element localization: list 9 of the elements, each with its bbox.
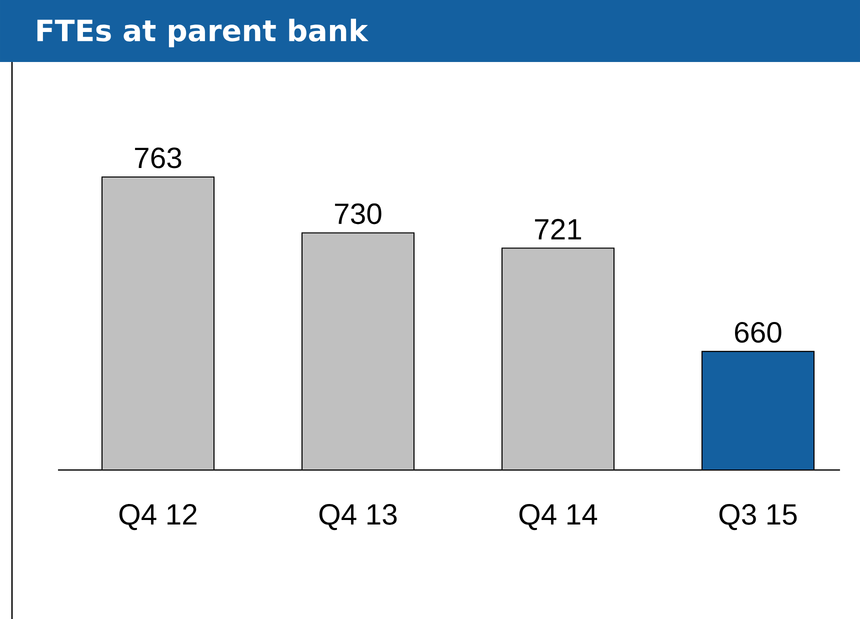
data-label: 660 <box>735 322 782 343</box>
chart-title: FTEs at parent bank <box>37 18 369 48</box>
data-label: 730 <box>335 203 382 224</box>
x-tick-label: Q3 15 <box>719 504 797 530</box>
data-label: 721 <box>535 218 582 240</box>
x-tick-label: Q4 13 <box>319 504 397 530</box>
x-tick-label: Q4 12 <box>119 504 196 530</box>
data-label: 763 <box>135 148 182 168</box>
x-tick-label: Q4 14 <box>519 504 598 530</box>
